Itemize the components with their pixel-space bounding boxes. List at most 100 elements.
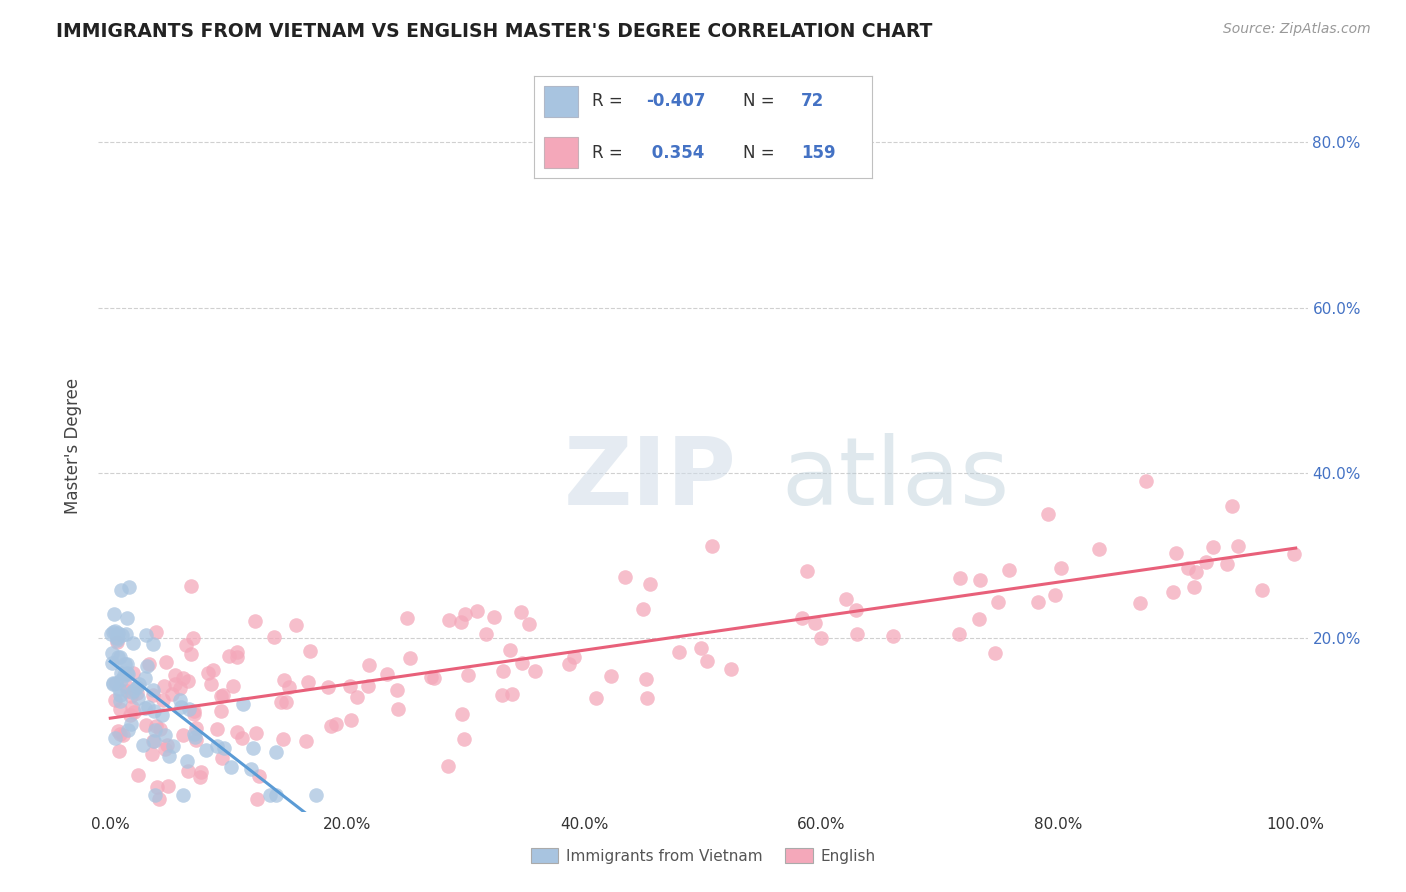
Point (245, 726, 267, 740)
Point (180, 648, 202, 662)
Point (101, 677, 124, 691)
Point (142, 733, 165, 747)
Point (135, 628, 157, 642)
Point (501, 687, 523, 701)
Text: R =: R = (592, 93, 623, 111)
Point (510, 606, 533, 620)
Point (143, 723, 166, 738)
Point (118, 708, 141, 723)
Point (107, 744, 129, 758)
Point (492, 665, 515, 679)
Point (636, 691, 658, 706)
Point (1201, 540, 1223, 554)
Point (103, 624, 125, 639)
Text: atlas: atlas (782, 433, 1010, 524)
Point (1182, 580, 1205, 594)
Point (796, 564, 818, 578)
Point (1177, 561, 1199, 575)
Point (169, 681, 191, 695)
Point (246, 792, 269, 806)
Text: -0.407: -0.407 (645, 93, 706, 111)
Point (810, 631, 832, 645)
Point (163, 668, 186, 682)
Text: 159: 159 (801, 144, 835, 161)
Point (183, 706, 205, 721)
Point (1129, 596, 1152, 610)
Point (121, 699, 143, 714)
Point (177, 702, 200, 716)
Point (128, 676, 150, 690)
Point (101, 656, 124, 670)
Point (115, 611, 138, 625)
Point (101, 646, 124, 660)
Point (142, 733, 165, 747)
Point (142, 637, 165, 651)
Point (209, 705, 232, 719)
Point (156, 780, 179, 794)
Point (491, 688, 513, 702)
Point (231, 731, 253, 746)
Point (117, 723, 139, 738)
Point (720, 662, 742, 676)
Point (103, 607, 125, 621)
Point (987, 595, 1010, 609)
Point (562, 649, 585, 664)
Point (180, 579, 202, 593)
Point (115, 679, 138, 693)
Point (395, 611, 418, 625)
Point (205, 739, 228, 753)
Point (152, 692, 174, 706)
Point (120, 690, 142, 704)
Point (143, 788, 166, 802)
Point (387, 702, 409, 716)
Point (107, 724, 129, 739)
Point (266, 744, 288, 758)
Point (259, 788, 281, 802)
Point (700, 539, 723, 553)
Point (172, 788, 194, 802)
Point (399, 651, 422, 665)
Point (108, 650, 131, 665)
Point (112, 728, 135, 742)
Point (117, 657, 139, 671)
Point (153, 728, 176, 742)
Point (634, 672, 657, 686)
Point (190, 765, 212, 780)
Point (104, 624, 127, 638)
Point (145, 625, 167, 640)
Point (451, 707, 474, 722)
Point (558, 657, 581, 671)
Point (696, 654, 718, 668)
Point (101, 676, 124, 690)
Point (121, 636, 143, 650)
Point (142, 688, 165, 702)
Point (152, 679, 174, 693)
Point (108, 727, 131, 741)
Point (453, 732, 475, 747)
Point (177, 673, 200, 688)
Point (1220, 499, 1243, 513)
Point (153, 742, 176, 756)
Legend: Immigrants from Vietnam, English: Immigrants from Vietnam, English (524, 842, 882, 870)
Point (222, 679, 245, 693)
Point (176, 754, 198, 768)
Point (457, 668, 479, 682)
Point (197, 666, 219, 681)
Point (205, 722, 228, 736)
Point (134, 671, 156, 685)
Point (998, 564, 1021, 578)
Point (183, 727, 205, 741)
Point (273, 673, 295, 687)
Point (270, 696, 292, 710)
Point (115, 666, 138, 681)
Point (108, 688, 131, 702)
Point (969, 573, 991, 587)
Point (184, 721, 207, 735)
Point (437, 758, 460, 772)
Point (225, 650, 247, 665)
Point (150, 707, 173, 722)
Point (212, 741, 235, 756)
Point (107, 626, 129, 640)
Point (1161, 584, 1184, 599)
Point (346, 690, 368, 704)
